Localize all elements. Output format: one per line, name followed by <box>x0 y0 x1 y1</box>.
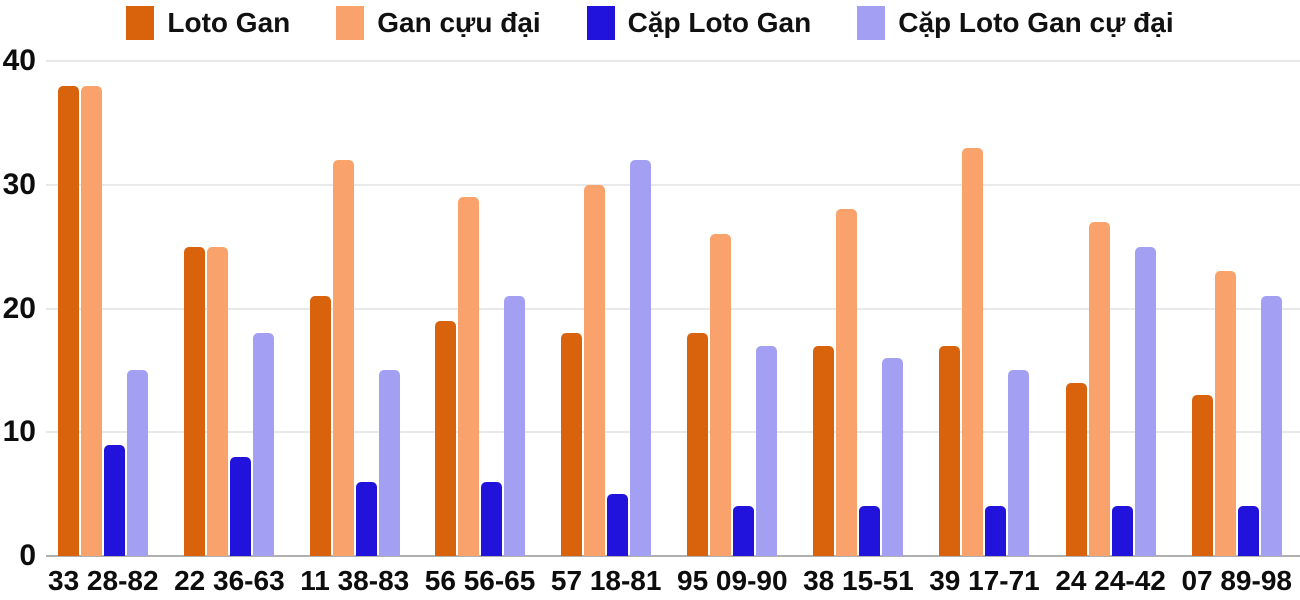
bar-cap-loto-gan[interactable] <box>985 506 1007 556</box>
bar-cap-loto-gan-cu-ai[interactable] <box>882 358 904 556</box>
bar-cap-loto-gan-cu-ai[interactable] <box>378 370 400 556</box>
bar-cluster <box>687 61 778 556</box>
legend-label: Cặp Loto Gan <box>627 7 812 38</box>
bar-cluster <box>184 61 275 556</box>
bar-group-07-89-98: 07 89-98 <box>1181 61 1292 595</box>
bar-loto-gan[interactable] <box>309 296 331 556</box>
bar-cap-loto-gan-cu-ai[interactable] <box>127 370 149 556</box>
gridline-y-40 <box>46 60 1300 62</box>
legend-swatch-icon <box>336 6 365 40</box>
bar-cluster <box>1191 61 1282 556</box>
x-axis-category-label: 11 38-83 <box>300 565 410 596</box>
bar-gan-cuu-ai[interactable] <box>1214 271 1236 556</box>
bar-group-22-36-63: 22 36-63 <box>174 61 285 595</box>
bar-group-33-28-82: 33 28-82 <box>48 61 159 595</box>
bar-group-24-24-42: 24 24-42 <box>1055 61 1166 595</box>
bar-group-57-18-81: 57 18-81 <box>550 61 662 596</box>
bar-group-39-17-71: 39 17-71 <box>929 61 1040 595</box>
legend-swatch-icon <box>586 6 615 40</box>
legend-swatch-icon <box>126 6 155 40</box>
x-axis-category-label: 57 18-81 <box>550 565 662 596</box>
legend-label: Gan cựu đại <box>377 7 541 38</box>
legend-swatch-icon <box>857 6 886 40</box>
bar-cluster <box>561 61 652 556</box>
bar-cap-loto-gan[interactable] <box>481 482 503 556</box>
bar-loto-gan[interactable] <box>1065 383 1087 556</box>
bar-loto-gan[interactable] <box>939 346 961 556</box>
x-axis-category-label: 22 36-63 <box>174 565 285 596</box>
chart-legend: Loto Gan Gan cựu đại Cặp Loto Gan Cặp Loto … <box>0 6 1300 40</box>
bar-cap-loto-gan-cu-ai[interactable] <box>504 296 526 556</box>
bar-group-38-15-51: 38 15-51 <box>803 61 914 595</box>
bar-cluster <box>813 61 904 556</box>
bar-loto-gan[interactable] <box>687 333 709 556</box>
bar-cap-loto-gan[interactable] <box>355 482 377 556</box>
x-axis-category-label: 33 28-82 <box>48 565 159 596</box>
bar-cluster <box>309 61 400 556</box>
x-axis-category-label: 38 15-51 <box>803 565 914 596</box>
bar-loto-gan[interactable] <box>1191 395 1213 556</box>
bar-cap-loto-gan-cu-ai[interactable] <box>630 160 652 556</box>
legend-item-cap-loto-gan-cu-ai: Cặp Loto Gan cự đại <box>857 6 1174 40</box>
bar-gan-cuu-ai[interactable] <box>207 247 229 556</box>
bar-cap-loto-gan-cu-ai[interactable] <box>253 333 275 556</box>
bar-loto-gan[interactable] <box>184 247 206 556</box>
y-axis-tick-label-40: 40 <box>2 44 36 77</box>
gridline-y-30 <box>46 184 1300 186</box>
x-axis-category-label: 39 17-71 <box>929 565 1040 596</box>
x-axis-category-label: 56 56-65 <box>424 565 536 596</box>
bar-loto-gan[interactable] <box>435 321 457 556</box>
bar-cap-loto-gan-cu-ai[interactable] <box>756 346 778 556</box>
bar-cap-loto-gan-cu-ai[interactable] <box>1134 247 1156 556</box>
y-axis-tick-label-0: 0 <box>19 539 36 572</box>
bar-cluster <box>435 61 526 556</box>
bar-cluster <box>1065 61 1156 556</box>
legend-item-cap-loto-gan: Cặp Loto Gan <box>586 6 812 40</box>
gridline-y-10 <box>46 431 1300 433</box>
bar-gan-cuu-ai[interactable] <box>81 86 103 556</box>
bar-cap-loto-gan[interactable] <box>859 506 881 556</box>
bar-gan-cuu-ai[interactable] <box>1088 222 1110 556</box>
x-axis-category-label: 95 09-90 <box>677 565 788 596</box>
bar-gan-cuu-ai[interactable] <box>458 197 480 556</box>
bar-cap-loto-gan-cu-ai[interactable] <box>1260 296 1282 556</box>
x-axis-category-label: 07 89-98 <box>1181 565 1292 596</box>
bar-gan-cuu-ai[interactable] <box>584 185 606 556</box>
bar-loto-gan[interactable] <box>813 346 835 556</box>
bar-cluster <box>939 61 1030 556</box>
bar-gan-cuu-ai[interactable] <box>962 148 984 556</box>
y-axis-tick-label-20: 20 <box>2 292 36 325</box>
bar-cap-loto-gan[interactable] <box>1111 506 1133 556</box>
bar-cluster <box>58 61 149 556</box>
bar-cap-loto-gan[interactable] <box>104 445 126 556</box>
x-axis-baseline <box>46 555 1300 557</box>
legend-label: Loto Gan <box>167 7 291 38</box>
bar-gan-cuu-ai[interactable] <box>332 160 354 556</box>
x-axis-category-label: 24 24-42 <box>1055 565 1166 596</box>
bar-gan-cuu-ai[interactable] <box>710 234 732 556</box>
legend-label: Cặp Loto Gan cự đại <box>898 7 1174 38</box>
gridline-y-20 <box>46 308 1300 310</box>
y-axis-tick-label-10: 10 <box>2 415 36 448</box>
bar-cap-loto-gan[interactable] <box>733 506 755 556</box>
bar-group-95-09-90: 95 09-90 <box>677 61 788 595</box>
bar-loto-gan[interactable] <box>561 333 583 556</box>
legend-item-gan-cuu-ai: Gan cựu đại <box>336 6 541 40</box>
bar-cap-loto-gan[interactable] <box>607 494 629 556</box>
legend-item-loto-gan: Loto Gan <box>126 6 290 40</box>
bar-group-56-56-65: 56 56-65 <box>424 61 536 596</box>
y-axis-tick-label-30: 30 <box>2 168 36 201</box>
plot-area: 33 28-82 22 36-63 11 38-83 56 56-65 57 18-81… <box>48 61 1292 595</box>
bar-cap-loto-gan[interactable] <box>230 457 252 556</box>
bar-cap-loto-gan[interactable] <box>1237 506 1259 556</box>
bar-cap-loto-gan-cu-ai[interactable] <box>1008 370 1030 556</box>
bar-loto-gan[interactable] <box>58 86 80 556</box>
bar-gan-cuu-ai[interactable] <box>836 209 858 556</box>
bar-group-11-38-83: 11 38-83 <box>300 61 409 595</box>
